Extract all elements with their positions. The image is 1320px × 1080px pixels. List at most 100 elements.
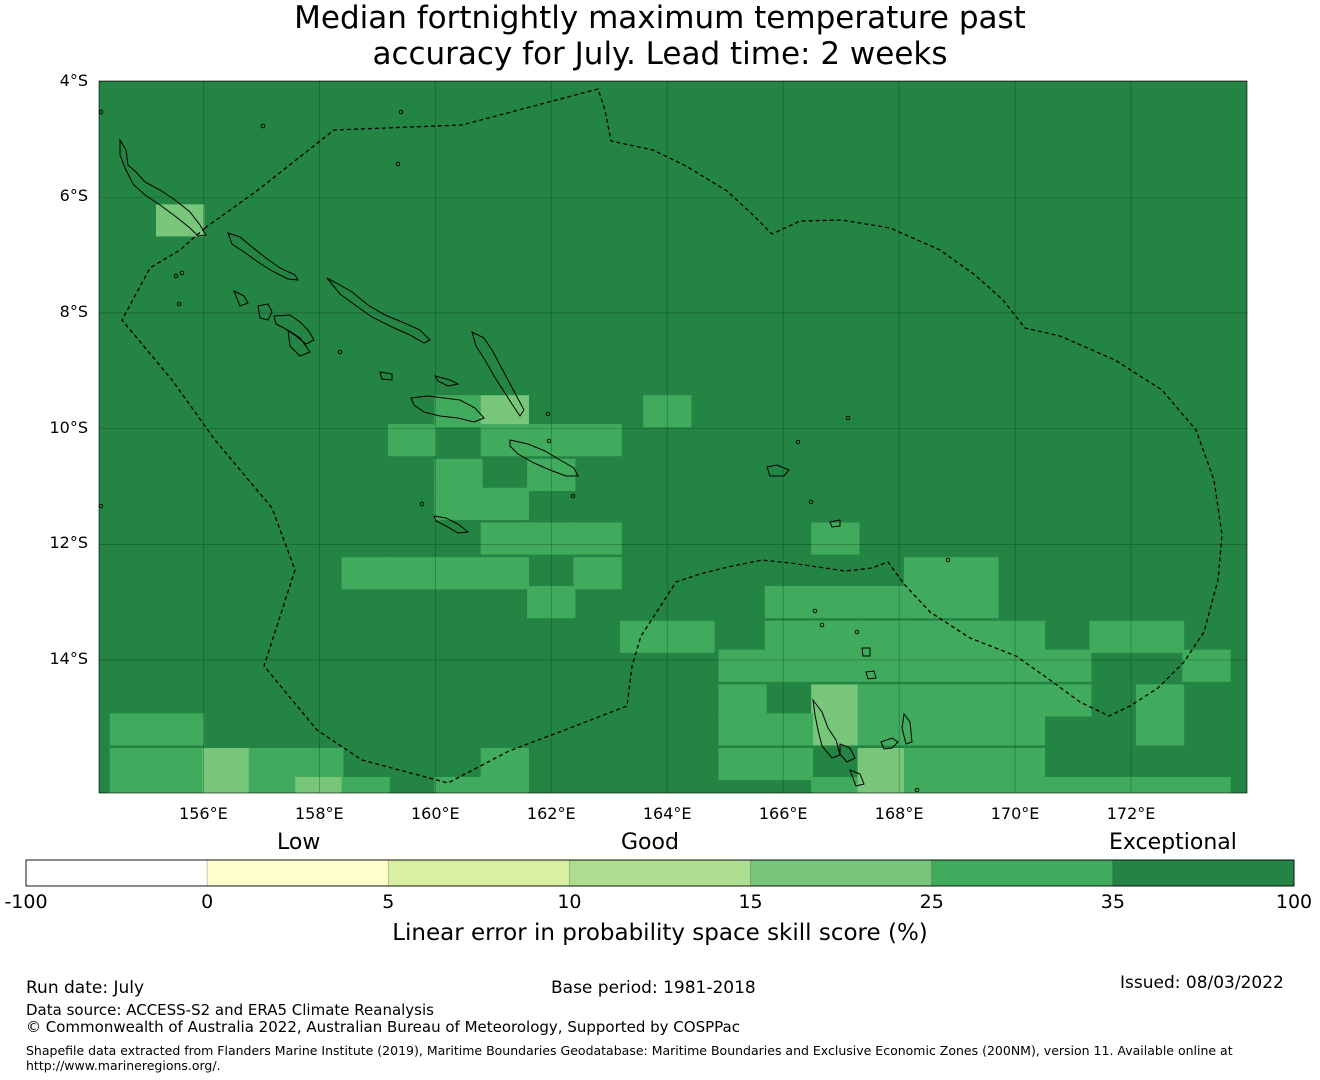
skill-cell	[480, 748, 530, 781]
shapefile-credit-2: http://www.marineregions.org/.	[26, 1058, 221, 1073]
islet	[179, 270, 185, 276]
coastline	[901, 712, 913, 745]
colorbar-tick-label: 10	[557, 891, 582, 913]
skill-cell	[434, 557, 483, 590]
skill-cell	[1043, 649, 1092, 682]
skill-cell	[480, 776, 530, 793]
colorbar-segment	[1112, 859, 1295, 887]
skill-cell	[480, 395, 530, 428]
skill-cell	[811, 620, 860, 653]
skill-cell	[950, 557, 999, 590]
coastlines	[98, 109, 951, 793]
colorbar-tick-label: -100	[4, 891, 48, 913]
skill-cell	[903, 684, 953, 717]
skill-cell	[903, 649, 953, 682]
coastline	[410, 395, 485, 423]
islet	[395, 161, 401, 167]
longitude-label: 162°E	[526, 804, 576, 823]
longitude-label: 158°E	[294, 804, 344, 823]
colorbar-frame	[25, 859, 1295, 887]
islet	[914, 787, 920, 793]
colorbar-title: Linear error in probability space skill …	[392, 920, 928, 946]
longitude-label: 160°E	[410, 804, 460, 823]
legend-category-good: Good	[621, 830, 679, 855]
copyright: © Commonwealth of Australia 2022, Austra…	[26, 1018, 740, 1036]
latitude-label: 6°S	[59, 186, 88, 206]
skill-cell	[857, 776, 906, 793]
longitude-label: 166°E	[758, 804, 808, 823]
skill-cell	[811, 586, 860, 619]
coastline	[829, 519, 841, 528]
coastline	[865, 670, 877, 680]
skill-cell	[387, 557, 437, 590]
skill-cell	[950, 684, 999, 717]
colorbar-tick-label: 100	[1275, 891, 1313, 913]
islet	[337, 349, 343, 355]
skill-cell	[1182, 649, 1231, 682]
islet	[819, 622, 825, 628]
skill-cell	[903, 748, 953, 781]
longitude-label: 170°E	[990, 804, 1040, 823]
skill-cell	[387, 424, 437, 457]
islet	[545, 411, 551, 417]
colorbar-tick-label: 35	[1100, 891, 1125, 913]
skill-cell	[764, 748, 814, 781]
islet	[795, 439, 801, 445]
skill-cell	[202, 776, 251, 793]
coastline	[379, 371, 393, 381]
coastline	[257, 303, 273, 321]
skill-cell	[109, 713, 158, 746]
islet	[173, 273, 179, 279]
colorbar-tick-label: 25	[919, 891, 944, 913]
skill-cell	[156, 748, 205, 781]
title-line-1: Median fortnightly maximum temperature p…	[294, 0, 1026, 36]
shapefile-credit-1: Shapefile data extracted from Flanders M…	[26, 1043, 1233, 1058]
islet	[419, 501, 425, 507]
skill-cell	[109, 748, 158, 781]
coastline	[326, 277, 431, 344]
skill-cell	[950, 586, 999, 619]
skill-cell	[573, 557, 622, 590]
islet	[98, 503, 104, 509]
skill-cell	[764, 713, 814, 746]
base-period: Base period: 1981-2018	[551, 978, 756, 998]
latitude-label: 4°S	[59, 70, 88, 90]
skill-cell	[811, 776, 860, 793]
skill-cell	[996, 748, 1046, 781]
skill-cell	[1182, 776, 1231, 793]
skill-cell	[996, 684, 1046, 717]
coastline	[839, 743, 856, 763]
skill-cell	[1089, 776, 1138, 793]
skill-cell	[341, 776, 390, 793]
eez-boundary-line	[121, 88, 1223, 784]
skill-cell	[248, 748, 298, 781]
coastline	[861, 647, 871, 657]
skill-cell	[764, 649, 814, 682]
skill-cell	[434, 776, 483, 793]
skill-cell	[1135, 776, 1185, 793]
islet	[854, 629, 860, 635]
legend-category-low: Low	[277, 830, 321, 855]
skill-cell	[996, 649, 1046, 682]
skill-cell	[857, 649, 906, 682]
skill-cell	[480, 424, 530, 457]
skill-cell	[996, 713, 1046, 746]
coastline	[119, 138, 207, 237]
skill-cell	[996, 776, 1046, 793]
latitude-label: 10°S	[49, 417, 88, 437]
skill-cell	[1135, 684, 1185, 717]
skill-cell	[718, 649, 767, 682]
skill-cell	[718, 713, 767, 746]
islet	[945, 557, 951, 563]
map-frame	[98, 80, 1248, 794]
coastline	[812, 698, 841, 759]
colorbar-segment	[206, 859, 389, 887]
skill-cell	[1089, 620, 1138, 653]
skill-cell	[811, 649, 860, 682]
chart-title: Median fortnightly maximum temperature p…	[0, 0, 1320, 72]
skill-cell	[764, 620, 814, 653]
coastline	[849, 769, 865, 787]
skill-cell	[950, 713, 999, 746]
skill-cell	[434, 458, 483, 491]
